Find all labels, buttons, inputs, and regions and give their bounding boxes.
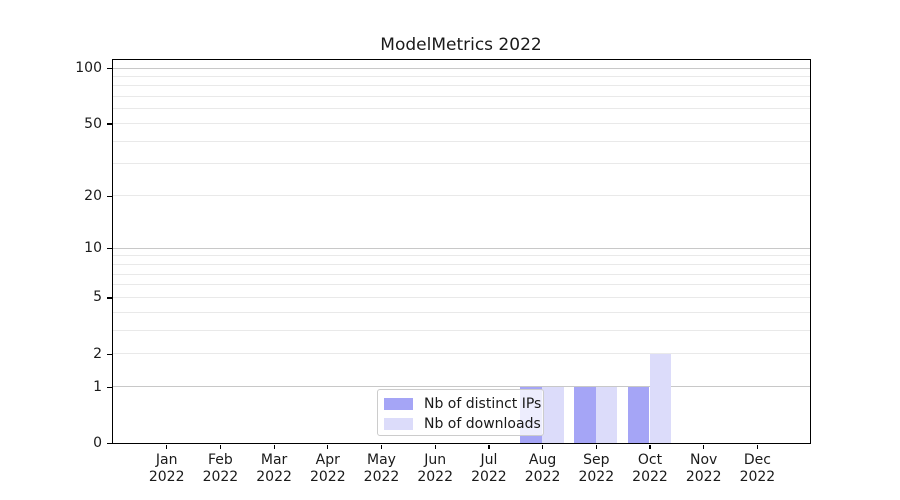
x-tick-mark: [703, 445, 705, 449]
x-tick-month: Sep: [583, 452, 610, 468]
x-tick-month: Oct: [637, 452, 663, 468]
bar-distinct-ips-oct: [627, 386, 650, 443]
x-tick-month: Apr: [315, 452, 340, 468]
y-gridline-8: [112, 263, 810, 265]
bar-distinct-ips-sep: [574, 386, 596, 443]
y-tick-mark: [107, 195, 112, 197]
x-tick-mark: [434, 445, 436, 449]
y-tick-label-5: 5: [93, 289, 102, 306]
x-tick-month: Mar: [260, 452, 288, 468]
x-tick-year: 2022: [202, 468, 239, 485]
x-tick-year: 2022: [309, 468, 346, 485]
x-tick-mark: [756, 445, 759, 449]
x-tick-label-jul: Jul 2022: [454, 452, 524, 485]
y-gridline-80: [112, 85, 810, 87]
x-tick-label-dec: Dec 2022: [722, 452, 792, 485]
legend-label-downloads: Nb of downloads: [424, 416, 541, 432]
x-tick-month: May: [367, 452, 396, 468]
legend-swatch-downloads-icon: [384, 418, 413, 430]
x-tick-year: 2022: [363, 468, 400, 485]
y-tick-label-100: 100: [75, 60, 102, 76]
y-tick-mark: [107, 386, 112, 388]
x-tick-year: 2022: [739, 468, 776, 485]
x-tick-label-may: May 2022: [347, 452, 417, 485]
bar-downloads-sep: [595, 386, 618, 443]
y-gridline-1: [112, 386, 810, 388]
y-gridline-4: [112, 311, 810, 313]
x-tick-year: 2022: [417, 468, 453, 485]
y-tick-label-20: 20: [84, 187, 102, 204]
x-tick-mark: [488, 445, 490, 449]
y-tick-mark: [107, 353, 112, 355]
bar-downloads-aug: [542, 386, 564, 443]
x-tick-month: Jan: [155, 452, 178, 468]
y-tick-mark: [107, 442, 112, 445]
x-tick-month: Jul: [480, 452, 498, 468]
y-tick-mark: [107, 67, 112, 70]
bar-downloads-oct: [649, 353, 672, 443]
x-tick-label-jan: Jan 2022: [132, 452, 202, 485]
x-tick-label-oct: Oct 2022: [615, 452, 685, 485]
y-tick-label-50: 50: [84, 115, 102, 132]
x-tick-year: 2022: [148, 468, 185, 485]
plot-area: [111, 58, 811, 444]
x-tick-year: 2022: [632, 468, 668, 485]
y-tick-label-0: 0: [93, 435, 102, 451]
y-tick-label-10: 10: [84, 240, 102, 257]
x-tick-month: Nov: [690, 452, 718, 468]
x-tick-label-nov: Nov 2022: [669, 452, 739, 485]
y-gridline-50: [112, 123, 810, 125]
x-tick-label-apr: Apr 2022: [293, 452, 363, 485]
x-tick-label-sep: Sep 2022: [561, 452, 631, 485]
x-tick-year: 2022: [685, 468, 722, 485]
x-tick-year: 2022: [524, 468, 561, 485]
y-gridline-2: [112, 353, 810, 355]
chart-title: ModelMetrics 2022: [380, 35, 542, 55]
y-gridline-9: [112, 255, 810, 257]
legend-label-distinct-ips: Nb of distinct IPs: [424, 396, 542, 412]
x-tick-year: 2022: [578, 468, 615, 485]
x-tick-mark: [649, 445, 651, 449]
y-gridline-10: [112, 247, 810, 249]
x-tick-label-mar: Mar 2022: [239, 452, 309, 485]
legend-swatch-distinct-ips-icon: [384, 398, 413, 410]
x-tick-month: Jun: [424, 452, 447, 468]
x-tick-mark: [219, 445, 222, 449]
y-gridline-100: [112, 67, 810, 69]
y-gridline-40: [112, 140, 810, 142]
y-gridline-30: [112, 163, 810, 165]
x-tick-mark: [595, 445, 597, 449]
x-tick-month: Aug: [528, 452, 557, 468]
x-tick-mark: [273, 445, 275, 449]
y-gridline-60: [112, 108, 810, 110]
y-gridline-3: [112, 329, 810, 331]
y-tick-mark: [107, 123, 112, 125]
y-gridline-20: [112, 195, 810, 197]
x-tick-label-feb: Feb 2022: [185, 452, 255, 485]
y-gridline-7: [112, 273, 810, 275]
x-tick-mark: [542, 445, 544, 449]
legend: Nb of distinct IPs Nb of downloads: [377, 389, 544, 436]
y-gridline-70: [112, 96, 810, 98]
x-tick-label-aug: Aug 2022: [508, 452, 578, 485]
x-tick-mark: [166, 445, 168, 449]
x-tick-label-jun: Jun 2022: [400, 452, 470, 485]
y-tick-mark: [107, 297, 112, 299]
y-gridline-6: [112, 284, 810, 286]
x-tick-month: Feb: [207, 452, 233, 468]
x-tick-year: 2022: [256, 468, 292, 485]
y-gridline-90: [112, 75, 810, 77]
y-tick-label-2: 2: [93, 345, 102, 362]
x-tick-mark: [380, 445, 383, 449]
x-tick-month: Dec: [743, 452, 771, 468]
legend-item-distinct-ips: Nb of distinct IPs: [384, 396, 543, 412]
y-gridline-5: [112, 296, 810, 298]
legend-item-downloads: Nb of downloads: [384, 416, 543, 432]
x-tick-year: 2022: [471, 468, 507, 485]
y-tick-mark: [107, 248, 112, 250]
y-tick-label-1: 1: [93, 378, 102, 395]
x-tick-mark: [327, 445, 329, 449]
